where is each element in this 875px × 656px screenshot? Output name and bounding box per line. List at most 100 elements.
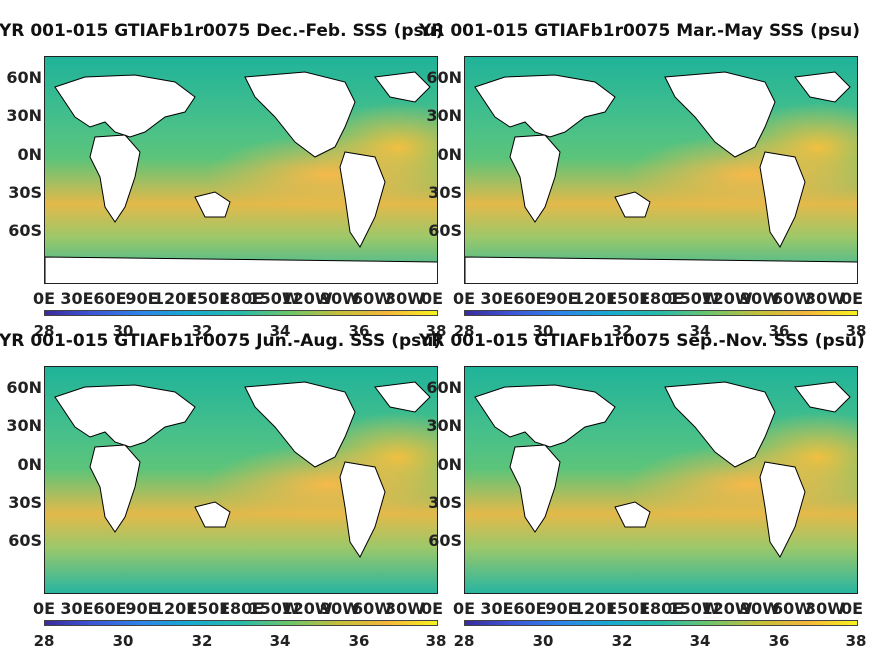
lon-label: 60W — [772, 599, 812, 618]
colorbar-tick: 34 — [269, 322, 291, 340]
lon-label: 30W — [385, 289, 425, 308]
lon-label: 60E — [513, 289, 547, 308]
lat-label: 60N — [426, 378, 462, 397]
lat-label: 0N — [17, 145, 42, 164]
salinity-map — [464, 56, 858, 284]
lon-label: 30E — [480, 289, 514, 308]
colorbar-tick: 30 — [532, 632, 554, 650]
lon-label: 60E — [513, 599, 547, 618]
lon-label: 120E — [152, 599, 198, 618]
colorbar-ticks: 28 30 32 34 36 38 — [454, 632, 867, 650]
colorbar — [44, 620, 438, 626]
colorbar-tick: 38 — [425, 632, 447, 650]
colorbar — [44, 310, 438, 316]
lon-label: 30W — [385, 599, 425, 618]
panel-mam: YR 001-015 GTIAFb1r0075 Mar.-May SSS (ps… — [419, 20, 866, 340]
lon-label: 180E — [638, 289, 684, 308]
lon-label: 0E — [32, 599, 56, 618]
lon-label: 90E — [125, 599, 159, 618]
lat-label: 30S — [428, 183, 462, 202]
lon-label: 90E — [125, 289, 159, 308]
lon-label: 0E — [420, 289, 444, 308]
lon-label: 60E — [93, 599, 127, 618]
colorbar-ticks: 28 30 32 34 36 38 — [454, 322, 867, 340]
lat-label: 30N — [6, 106, 42, 125]
lon-label: 120E — [152, 289, 198, 308]
lon-labels: 0E 30E 60E 90E 120E 150E 180E 150W 120W … — [33, 599, 443, 618]
colorbar-tick: 32 — [191, 322, 213, 340]
lon-labels: 0E 30E 60E 90E 120E 150E 180E 150W 120W … — [453, 599, 863, 618]
lon-label: 180E — [638, 599, 684, 618]
land-mask — [54, 381, 431, 558]
lat-label: 30S — [8, 493, 42, 512]
lon-label: 30E — [480, 599, 514, 618]
colorbar-tick: 34 — [689, 632, 711, 650]
lon-label: 150W — [248, 289, 300, 308]
panel-title: YR 001-015 GTIAFb1r0075 Jun.-Aug. SSS (p… — [0, 331, 442, 351]
colorbar-tick: 34 — [269, 632, 291, 650]
lon-label: 0E — [452, 289, 476, 308]
colorbar-ticks: 28 30 32 34 36 38 — [34, 322, 447, 340]
lat-label: 30S — [8, 183, 42, 202]
lat-label: 60S — [428, 221, 462, 240]
colorbar-tick: 28 — [453, 322, 475, 340]
colorbar-tick: 36 — [348, 632, 370, 650]
lat-label: 0N — [17, 455, 42, 474]
colorbar-tick: 30 — [112, 632, 134, 650]
lon-label: 120W — [281, 289, 333, 308]
lon-label: 90E — [545, 599, 579, 618]
lon-label: 60W — [352, 289, 392, 308]
colorbar-tick: 38 — [425, 322, 447, 340]
land-mask — [45, 71, 437, 283]
lon-label: 120E — [572, 599, 618, 618]
lon-label: 120E — [572, 289, 618, 308]
colorbar-tick: 28 — [33, 322, 55, 340]
colorbar-tick: 30 — [532, 322, 554, 340]
lon-label: 150E — [605, 599, 651, 618]
lon-label: 0E — [420, 599, 444, 618]
lat-label: 60N — [6, 68, 42, 87]
panel-title: YR 001-015 GTIAFb1r0075 Sep.-Nov. SSS (p… — [419, 331, 865, 351]
lon-label: 120W — [701, 289, 753, 308]
lon-labels: 0E 30E 60E 90E 120E 150E 180E 150W 120W … — [453, 289, 863, 308]
lat-label: 30N — [426, 416, 462, 435]
lon-label: 150W — [668, 599, 720, 618]
colorbar — [464, 310, 858, 316]
lat-label: 30N — [426, 106, 462, 125]
lat-label: 60N — [6, 378, 42, 397]
colorbar-tick: 28 — [453, 632, 475, 650]
colorbar-tick: 36 — [768, 632, 790, 650]
panel-djf: YR 001-015 GTIAFb1r0075 Dec.-Feb. SSS (p… — [0, 20, 446, 340]
lat-label: 60S — [8, 531, 42, 550]
lon-label: 60E — [93, 289, 127, 308]
colorbar-ticks: 28 30 32 34 36 38 — [34, 632, 447, 650]
lon-label: 0E — [840, 289, 864, 308]
colorbar-tick: 38 — [845, 632, 867, 650]
lon-label: 30E — [60, 599, 94, 618]
lon-label: 0E — [840, 599, 864, 618]
colorbar-tick: 38 — [845, 322, 867, 340]
land-mask — [474, 381, 851, 558]
colorbar-tick: 28 — [33, 632, 55, 650]
lon-label: 30W — [805, 599, 845, 618]
lon-label: 90W — [320, 599, 360, 618]
lat-label: 0N — [437, 145, 462, 164]
lon-label: 90W — [740, 599, 780, 618]
lon-label: 180E — [218, 599, 264, 618]
lon-label: 120W — [701, 599, 753, 618]
lon-label: 150E — [185, 289, 231, 308]
panel-title: YR 001-015 GTIAFb1r0075 Dec.-Feb. SSS (p… — [0, 21, 444, 41]
colorbar-tick: 32 — [611, 632, 633, 650]
lon-label: 30E — [60, 289, 94, 308]
lat-label: 0N — [437, 455, 462, 474]
panel-title: YR 001-015 GTIAFb1r0075 Mar.-May SSS (ps… — [419, 21, 861, 41]
land-mask — [465, 71, 857, 283]
lon-label: 150W — [668, 289, 720, 308]
colorbar-tick: 30 — [112, 322, 134, 340]
salinity-map — [44, 56, 438, 284]
panel-son: YR 001-015 GTIAFb1r0075 Sep.-Nov. SSS (p… — [419, 330, 866, 650]
lon-label: 0E — [32, 289, 56, 308]
lon-label: 150E — [185, 599, 231, 618]
lon-label: 90W — [320, 289, 360, 308]
lon-label: 150E — [605, 289, 651, 308]
